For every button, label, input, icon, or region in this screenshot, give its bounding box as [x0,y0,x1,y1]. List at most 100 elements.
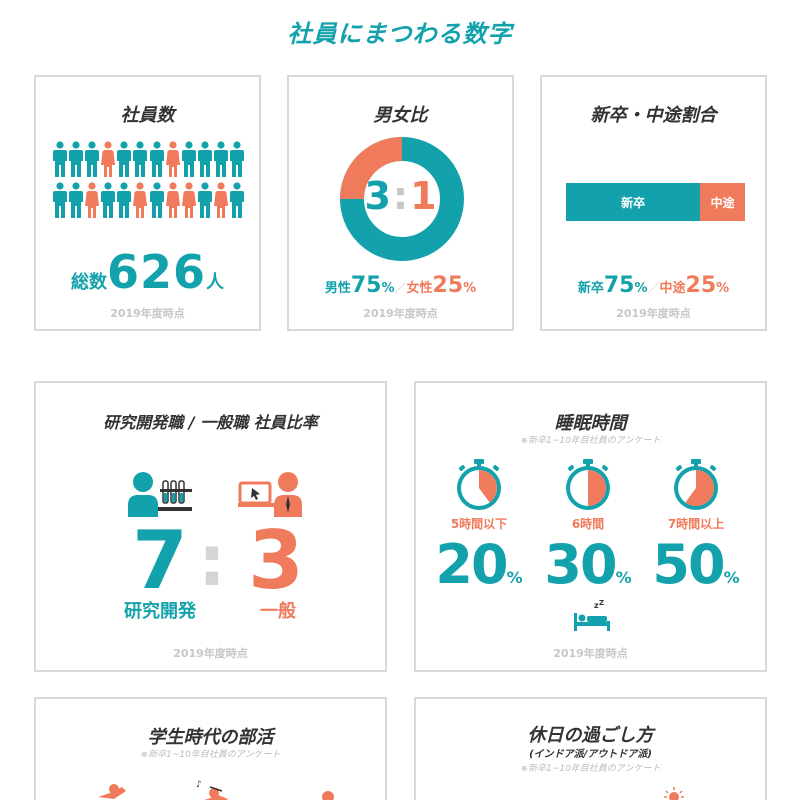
svg-text:Z: Z [599,599,604,607]
male-person-icon [229,141,244,177]
club-title: 学生時代の部活 [147,727,274,748]
stopwatch-icon [457,459,501,510]
female-person-icon [85,182,100,218]
ratio-separator: : [392,174,409,218]
hire-slash: ／ [647,281,660,295]
svg-text:♪: ♪ [196,780,202,790]
rnd-note: 2019年度時点 [173,647,248,660]
female-percent: % [463,281,477,296]
sleep-hours-label: 6時間 [571,517,605,531]
mid-percent: % [716,281,730,296]
rnd-ratio-title: 研究開発職 / 一般職 社員比率 [103,413,318,432]
gender-slash: ／ [394,281,407,295]
sleep-percent-value: 50 [652,533,725,596]
rnd-left-number: 7 [132,514,188,607]
male-person-icon [149,141,164,177]
hire-breakdown: 新卒75%／中途25% [542,273,765,298]
bar-mid-label: 中途 [710,195,735,210]
office-worker-icon [238,472,302,517]
male-person-icon [229,182,244,218]
gender-ratio-card: 男女比 3:1 男性75%／女性25% 2019年度時点 [287,75,514,331]
stopwatch-icon [674,459,718,510]
gender-ratio-text: 3:1 [289,174,512,218]
club-card: 学生時代の部活 ※新卒1~10年目社員のアンケート ♪ [34,697,387,800]
svg-text:z: z [594,601,599,610]
club-subtitle: ※新卒1~10年目社員のアンケート [140,750,281,760]
female-person-icon [213,182,228,218]
sleep-percent-value: 20 [435,533,508,596]
employee-total-prefix: 総数 [70,272,107,293]
employee-total-number: 626 [106,245,207,299]
male-person-icon [117,141,132,177]
mid-value: 25 [685,273,717,298]
sleep-percent-unit: % [506,568,523,587]
people-icon-grid [52,141,245,223]
new-label: 新卒 [577,281,604,296]
ratio-left: 3 [364,174,391,218]
holiday-card: 休日の過ごし方 (インドア派/アウトドア派) ※新卒1~10年目社員のアンケート [414,697,767,800]
sleep-percent: 50% [640,533,752,596]
sleep-percent-unit: % [723,568,740,587]
gender-ratio-title: 男女比 [373,105,428,126]
rnd-separator: : [198,520,226,602]
sleep-percent-value: 30 [544,533,617,596]
sleep-note: 2019年度時点 [553,647,628,660]
female-person-icon [165,141,180,177]
employee-note: 2019年度時点 [110,307,185,320]
employee-count-title: 社員数 [120,105,175,126]
donut-female-segment [340,137,403,200]
sleep-hours-label: 5時間以下 [450,517,508,531]
male-person-icon [197,182,212,218]
female-person-icon [101,141,116,177]
male-label: 男性 [324,281,351,296]
male-person-icon [197,141,212,177]
sleep-percent: 20% [423,533,535,596]
new-percent: % [634,281,648,296]
ratio-right: 1 [410,174,437,218]
mid-label: 中途 [659,281,686,296]
hire-ratio-card: 新卒・中途割合 新卒 中途 新卒75%／中途25% 2019年度時点 [540,75,767,331]
sleep-card: 睡眠時間 ※新卒1~10年目社員のアンケート 5時間以下 20% 6時間 30% 7時間… [414,381,767,672]
male-person-icon [149,182,164,218]
male-person-icon [69,182,84,218]
hire-note: 2019年度時点 [616,307,691,320]
rnd-right-label: 一般 [260,601,296,622]
researcher-icon [128,472,192,517]
page-title: 社員にまつわる数字 [287,20,513,48]
bar-new-label: 新卒 [621,195,646,210]
gender-breakdown: 男性75%／女性25% [289,273,512,298]
sun-icon [664,787,684,800]
bar-mid-segment: 中途 [700,183,745,221]
gender-note: 2019年度時点 [363,307,438,320]
sleep-title: 睡眠時間 [554,413,627,434]
male-person-icon [53,141,68,177]
sleep-hours-label: 7時間以上 [667,517,725,531]
new-value: 75 [603,273,635,298]
male-value: 75 [350,273,382,298]
female-value: 25 [432,273,464,298]
rnd-left-label: 研究開発 [124,601,196,622]
female-person-icon [133,182,148,218]
employee-count-card: 社員数 総数626人 2019年度時点 [34,75,261,331]
hire-ratio-title: 新卒・中途割合 [590,105,717,126]
male-person-icon [85,141,100,177]
sleep-percent-unit: % [615,568,632,587]
female-person-icon [165,182,180,218]
male-person-icon [213,141,228,177]
female-person-icon [181,182,196,218]
male-person-icon [117,182,132,218]
male-percent: % [381,281,395,296]
gender-donut-chart [340,137,464,261]
sleep-percent: 30% [532,533,644,596]
rnd-right-number: 3 [248,514,304,607]
sleeping-bed-icon: z Z [574,599,610,631]
holiday-subtitle2: (インドア派/アウトドア派) [529,749,652,760]
male-person-icon [133,141,148,177]
male-person-icon [53,182,68,218]
bar-new-segment: 新卒 [566,183,701,221]
holiday-title: 休日の過ごし方 [527,725,654,746]
male-person-icon [101,182,116,218]
sleep-subtitle: ※新卒1~10年目社員のアンケート [520,436,661,446]
male-person-icon [69,141,84,177]
sports-icons: ♪ [98,780,334,800]
